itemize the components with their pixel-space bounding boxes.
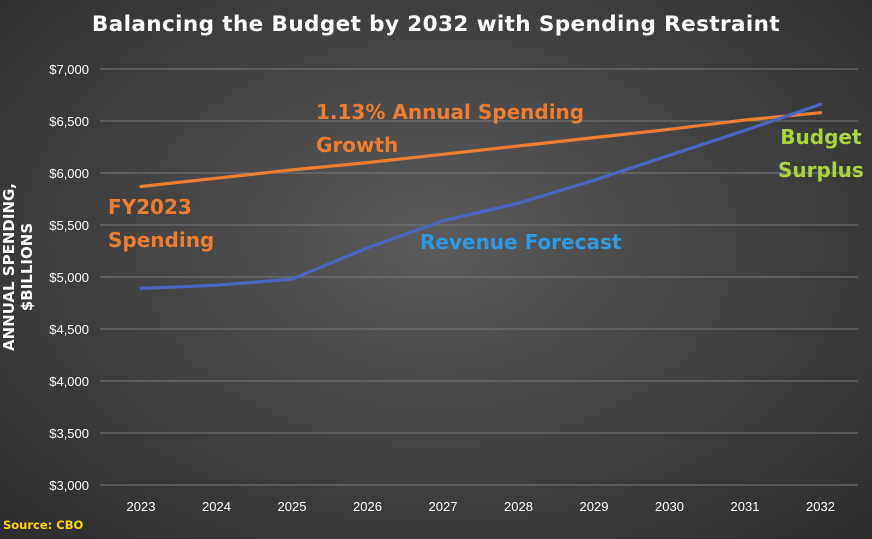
y-tick-label: $6,000 [49, 166, 89, 181]
x-tick-label: 2024 [202, 499, 231, 514]
x-tick-label: 2028 [504, 499, 533, 514]
y-tick-label: $4,500 [49, 322, 89, 337]
annotation-budget-surplus: Budget Surplus [778, 121, 864, 187]
y-tick-label: $3,500 [49, 426, 89, 441]
revenue-series-line [139, 102, 823, 290]
annotation-revenue-forecast: Revenue Forecast [420, 226, 621, 259]
x-tick-label: 2030 [655, 499, 684, 514]
y-tick-label: $6,500 [49, 114, 89, 129]
x-tick-label: 2026 [353, 499, 382, 514]
x-tick-label: 2023 [127, 499, 156, 514]
annotation-line: Spending [108, 228, 215, 252]
y-tick-label: $5,000 [49, 270, 89, 285]
spending-series-line [139, 111, 823, 189]
annotation-line: FY2023 [108, 195, 192, 219]
chart-title: Balancing the Budget by 2032 with Spendi… [91, 12, 781, 37]
x-tick-label: 2027 [429, 499, 458, 514]
annotation-line: Budget [780, 125, 862, 149]
y-tick-label: $3,000 [49, 478, 89, 493]
x-tick-label: 2029 [580, 499, 609, 514]
x-tick-label: 2025 [278, 499, 307, 514]
source-note: Source: CBO [3, 518, 84, 532]
x-tick-label: 2031 [731, 499, 760, 514]
annotation-line: Growth [316, 133, 399, 157]
annotation-spending-growth: 1.13% Annual Spending Growth [316, 96, 584, 162]
y-tick-label: $5,500 [49, 218, 89, 233]
annotation-line: 1.13% Annual Spending [316, 100, 585, 124]
annotation-line: Revenue Forecast [420, 230, 622, 254]
x-tick-label: 2032 [806, 499, 835, 514]
y-tick-label: $4,000 [49, 374, 89, 389]
annotation-fy2023-spending: FY2023 Spending [108, 191, 214, 257]
y-axis-label: ANNUAL SPENDING, $BILLIONS [0, 182, 36, 352]
annotation-line: Surplus [778, 158, 864, 182]
y-tick-label: $7,000 [49, 62, 89, 77]
